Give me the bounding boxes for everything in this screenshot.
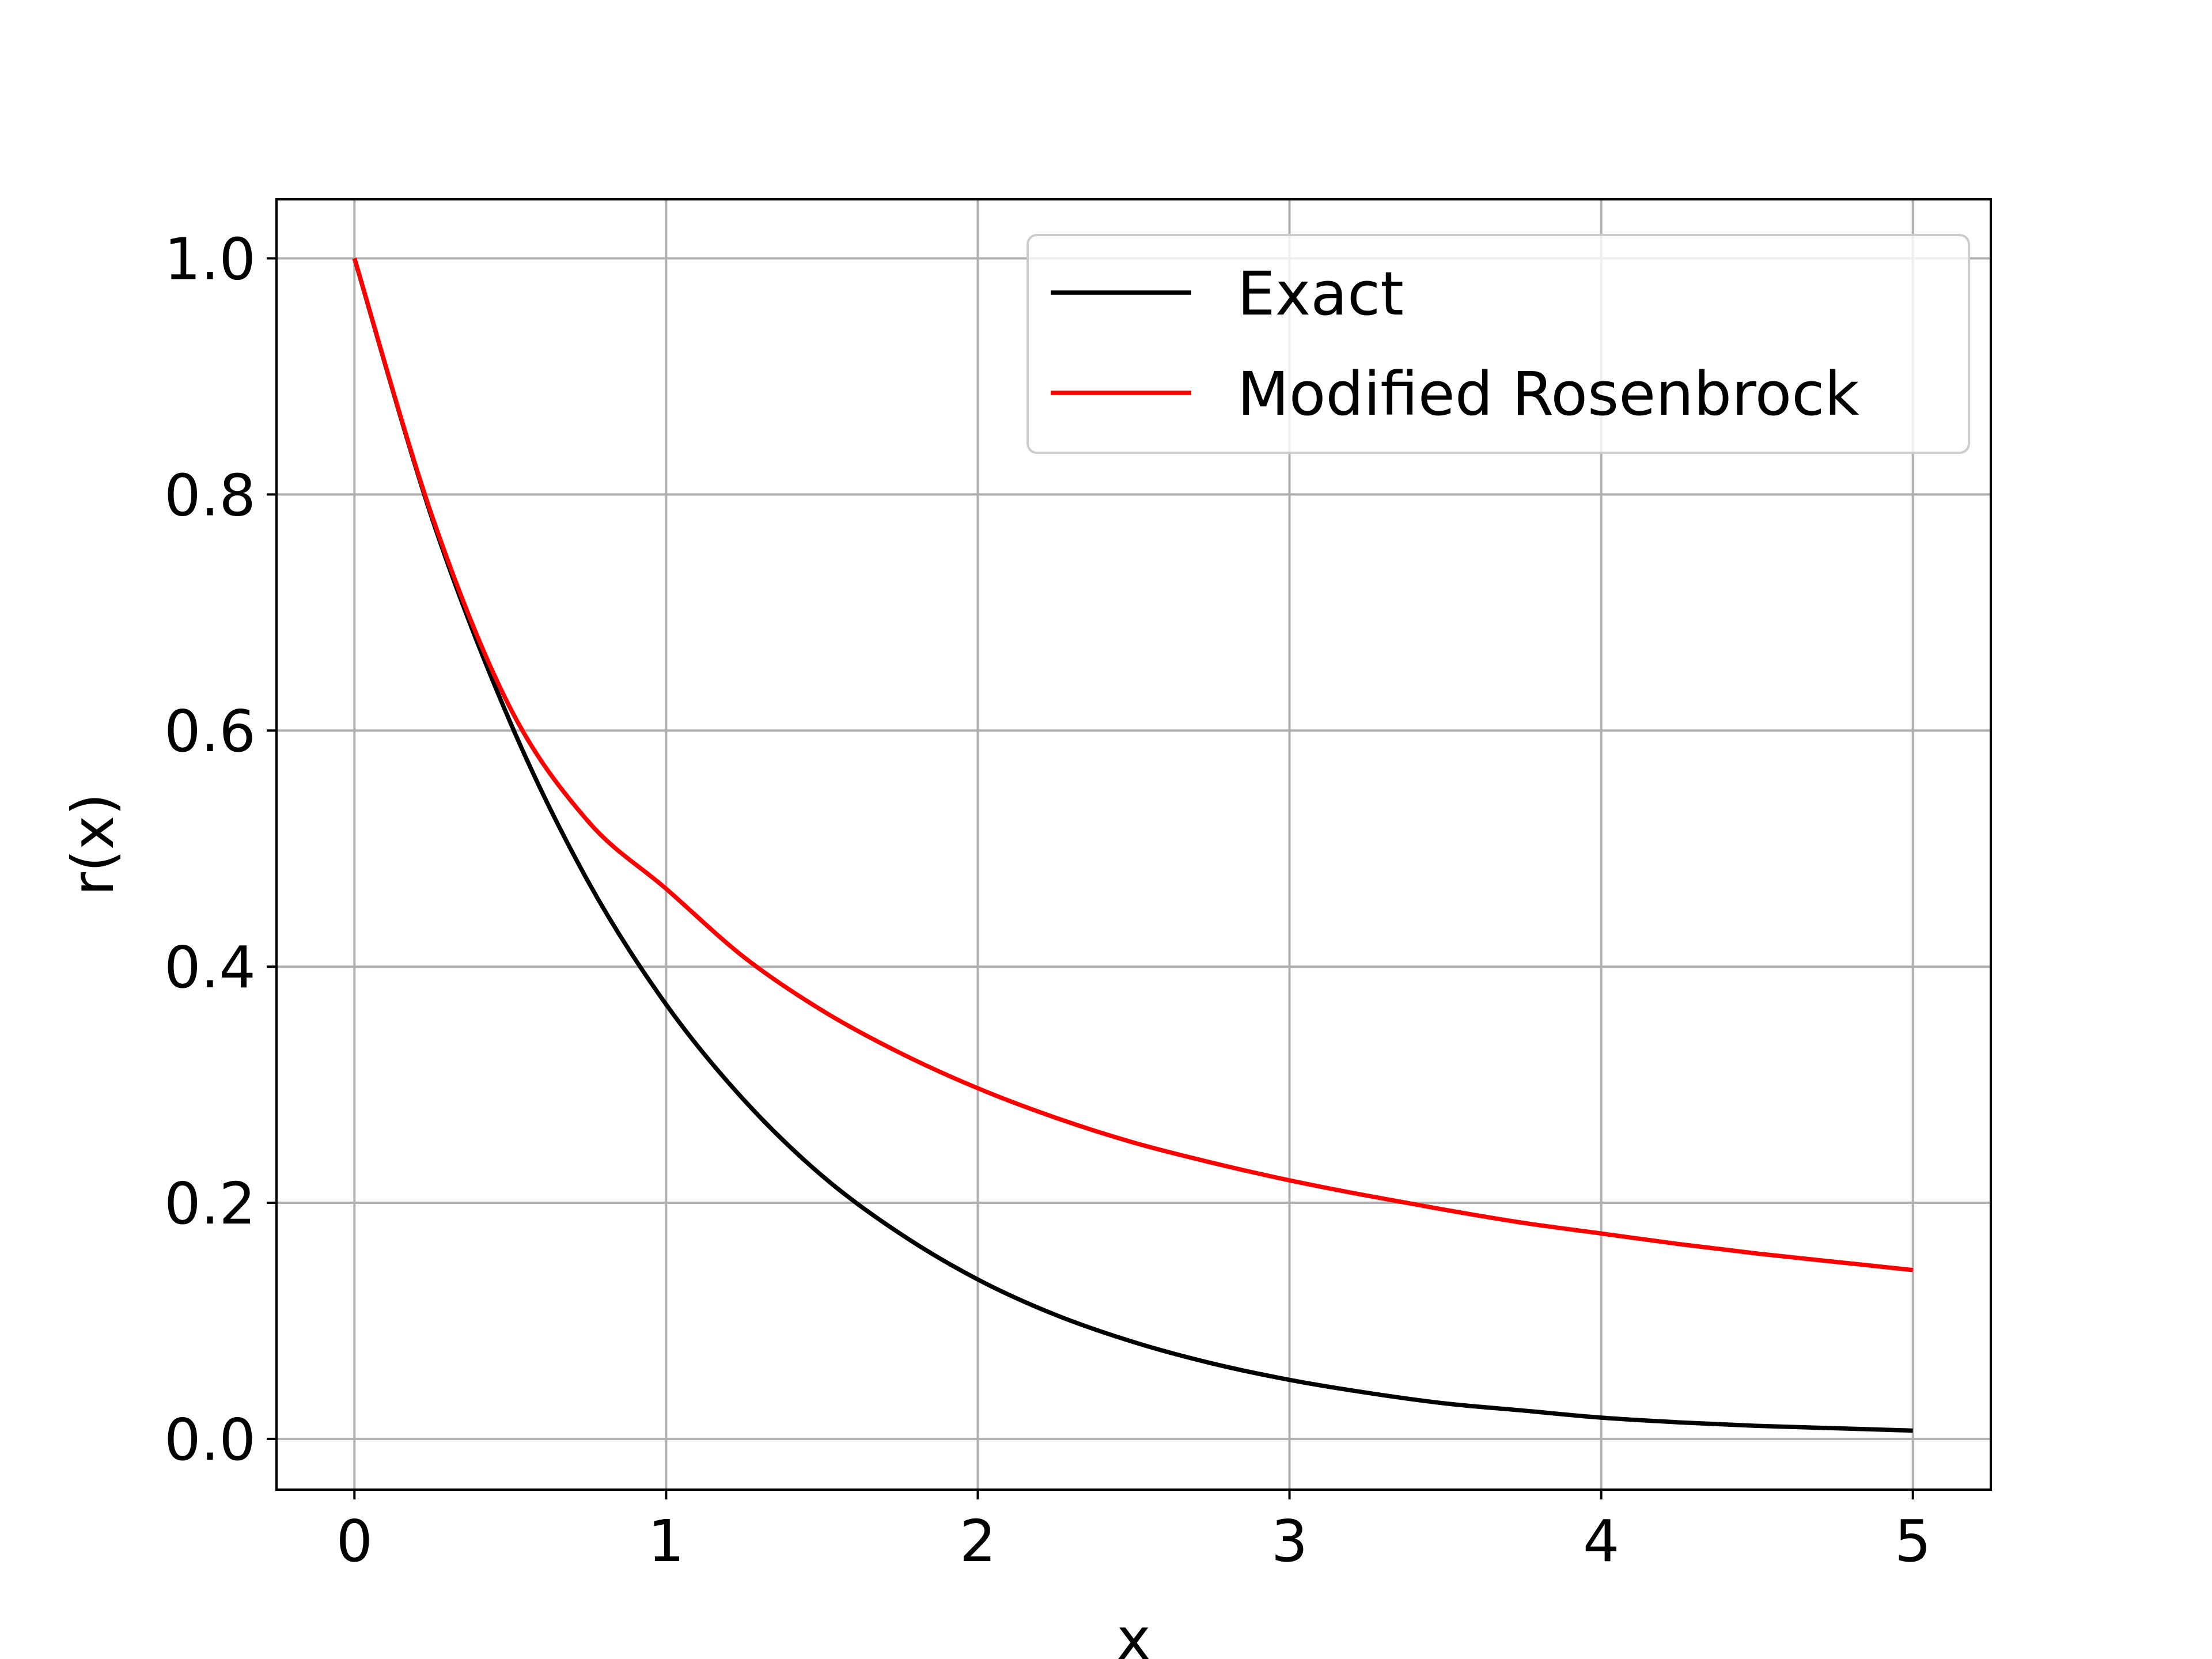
y-tick-label: 0.8 xyxy=(164,461,256,529)
plot-frame xyxy=(275,198,1992,1491)
x-axis-ticks: 0 1 2 3 4 5 xyxy=(336,1490,1931,1575)
legend-box xyxy=(1027,234,1970,454)
x-tick-label: 3 xyxy=(1271,1508,1308,1575)
legend: Exact Modified Rosenbrock xyxy=(1027,234,1970,454)
y-axis-label: r(x) xyxy=(59,793,127,896)
series-line-exact xyxy=(352,257,1913,1433)
y-tick-label: 0.4 xyxy=(164,934,256,1001)
x-tick-label: 0 xyxy=(336,1508,373,1575)
x-tick-label: 1 xyxy=(648,1508,685,1575)
x-tick-label: 2 xyxy=(960,1508,997,1575)
y-tick-label: 0.2 xyxy=(164,1170,256,1237)
x-axis-label: x xyxy=(1116,1605,1150,1659)
legend-label: Modified Rosenbrock xyxy=(1237,359,1859,429)
y-tick-label: 0.0 xyxy=(164,1406,256,1474)
y-tick-label: 1.0 xyxy=(164,225,256,293)
y-tick-label: 0.6 xyxy=(164,698,256,765)
series-lines xyxy=(352,257,1914,1433)
x-tick-label: 4 xyxy=(1583,1508,1620,1575)
legend-label: Exact xyxy=(1237,259,1404,329)
series-line-modified-rosenbrock xyxy=(352,257,1914,1272)
x-tick-label: 5 xyxy=(1895,1508,1931,1575)
y-axis-ticks: 0.0 0.2 0.4 0.6 0.8 1.0 xyxy=(164,225,276,1474)
